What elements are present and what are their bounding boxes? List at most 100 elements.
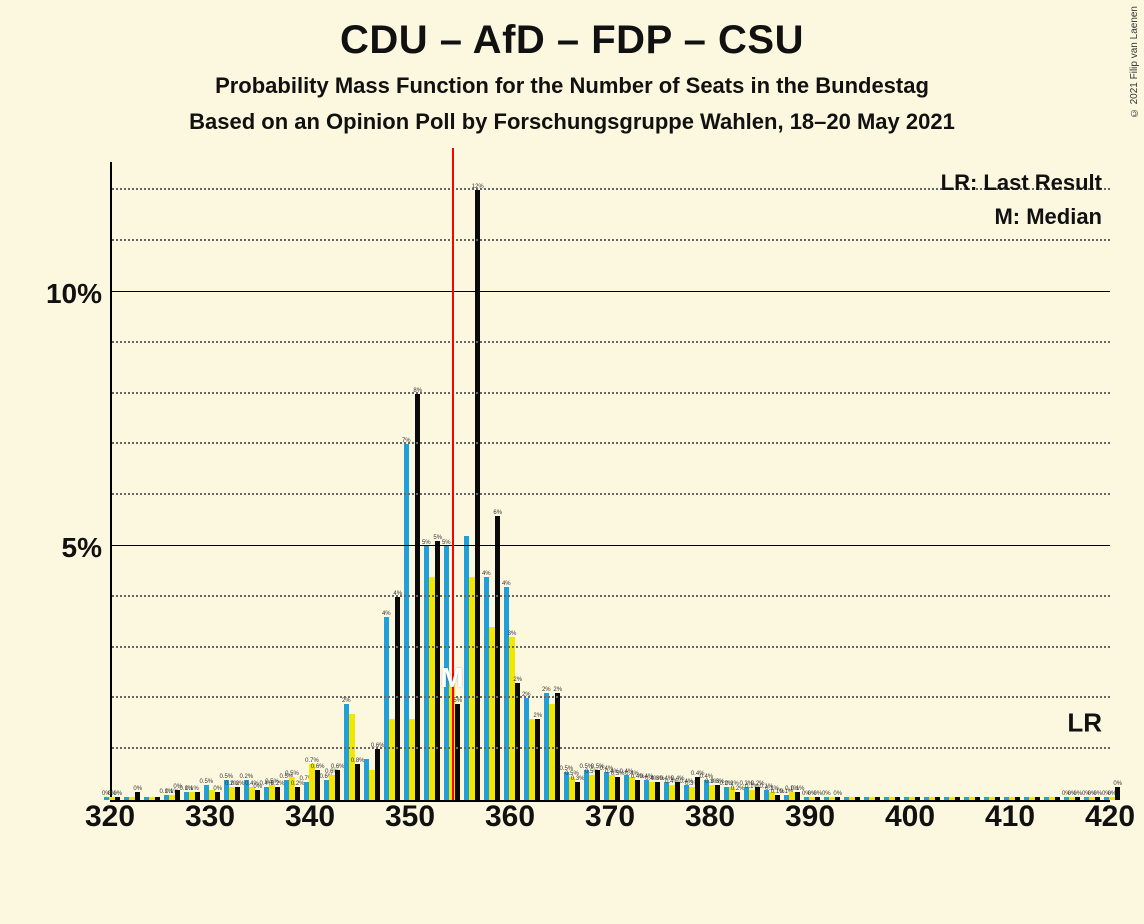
x-axis-label: 390 — [785, 800, 835, 834]
bar-yellow: 0.4% — [629, 777, 634, 800]
bar-yellow: 0.1% — [789, 792, 794, 800]
bar-black: 0.2% — [235, 787, 240, 800]
bar-yellow: 0.4% — [669, 785, 674, 800]
bar-yellow: 0.6% — [329, 775, 334, 800]
bar-black — [1035, 797, 1040, 800]
bar-yellow: 0.4% — [649, 782, 654, 800]
bar-black — [955, 797, 960, 800]
bar-yellow: 0.2% — [229, 787, 234, 800]
x-axis-label: 350 — [385, 800, 435, 834]
bar-blue: 5% — [424, 546, 429, 800]
grid-minor-line — [112, 747, 1110, 749]
bar-blue — [364, 759, 369, 800]
bar-value-label: 2% — [553, 687, 562, 693]
bar-yellow — [969, 797, 974, 800]
bar-blue: 4% — [484, 577, 489, 800]
median-line — [452, 148, 454, 800]
bar-black: 0% — [835, 797, 840, 800]
bar-black: 0.6% — [335, 770, 340, 800]
bar-yellow: 0.7% — [309, 764, 314, 800]
bar-yellow — [149, 797, 154, 800]
bar-yellow: 0.3% — [689, 787, 694, 800]
grid-minor-line — [112, 646, 1110, 648]
bar-black: 8% — [415, 394, 420, 800]
bars-layer: 0%0%0%0%0.1%0.1%0%0.1%0.1%0.5%0%0.5%0.2%… — [112, 162, 1110, 800]
bar-value-label: 0.5% — [219, 774, 233, 780]
bar-yellow — [489, 627, 494, 800]
x-axis-label: 370 — [585, 800, 635, 834]
x-axis-label: 340 — [285, 800, 335, 834]
bar-value-label: 3% — [508, 631, 517, 637]
bar-black: 0% — [135, 792, 140, 800]
x-axis-label: 330 — [185, 800, 235, 834]
grid-minor-line — [112, 696, 1110, 698]
bar-blue: 2% — [344, 704, 349, 801]
bar-value-label: 0% — [113, 791, 122, 797]
bar-value-label: 0.5% — [285, 771, 299, 777]
bar-yellow: 0% — [1069, 797, 1074, 800]
bar-blue — [844, 797, 849, 800]
grid-minor-line — [112, 442, 1110, 444]
bar-value-label: 0% — [1113, 781, 1122, 787]
bar-black: 0% — [1075, 797, 1080, 800]
bar-value-label: 4% — [482, 571, 491, 577]
bar-yellow: 3% — [509, 637, 514, 800]
bar-black: 2% — [515, 683, 520, 800]
y-axis-label: 10% — [46, 278, 102, 310]
bar-yellow — [369, 770, 374, 800]
bar-black: 0.2% — [275, 787, 280, 800]
chart-subtitle-1: Probability Mass Function for the Number… — [0, 73, 1144, 99]
bar-value-label: 0.6% — [331, 764, 345, 770]
bar-blue — [464, 536, 469, 800]
bar-yellow — [1049, 797, 1054, 800]
bar-blue: 0.4% — [604, 772, 609, 800]
bar-yellow — [349, 714, 354, 800]
bar-blue: 4% — [384, 617, 389, 800]
bar-black: 0.3% — [575, 782, 580, 800]
bar-black — [875, 797, 880, 800]
bar-blue — [1044, 797, 1049, 800]
bar-black — [1055, 797, 1060, 800]
bar-yellow: 0.5% — [589, 775, 594, 800]
lr-marker: LR — [1067, 708, 1102, 739]
bar-value-label: 0.2% — [231, 781, 245, 787]
bar-blue — [964, 797, 969, 800]
bar-black: 0.3% — [655, 782, 660, 800]
plot-area: 0%0%0%0%0.1%0.1%0%0.1%0.1%0.5%0%0.5%0.2%… — [110, 162, 1110, 802]
copyright-text: © 2021 Filip van Laenen — [1129, 6, 1140, 118]
bar-blue: 0.7% — [304, 782, 309, 800]
bar-value-label: 0.3% — [571, 776, 585, 782]
bar-yellow — [529, 719, 534, 800]
bar-black: 0.1% — [795, 792, 800, 800]
grid-minor-line — [112, 341, 1110, 343]
x-axis-label: 400 — [885, 800, 935, 834]
bar-yellow — [949, 797, 954, 800]
bar-yellow: 0.3% — [709, 785, 714, 800]
bar-blue: 0.4% — [264, 787, 269, 800]
bar-value-label: 4% — [382, 611, 391, 617]
bar-value-label: 4% — [502, 581, 511, 587]
bar-black: 0% — [215, 792, 220, 800]
chart-title: CDU – AfD – FDP – CSU — [0, 18, 1144, 63]
bar-black: 0% — [255, 790, 260, 800]
bar-blue: 0.4% — [644, 780, 649, 800]
bar-value-label: 0% — [133, 786, 142, 792]
x-axis-label: 320 — [85, 800, 135, 834]
bar-black — [155, 797, 160, 800]
bar-black: 0.2% — [735, 792, 740, 800]
bar-black — [935, 797, 940, 800]
y-axis-label: 5% — [62, 532, 102, 564]
bar-blue — [144, 797, 149, 800]
bar-value-label: 5% — [433, 535, 442, 541]
bar-black: 5% — [455, 704, 460, 801]
bar-value-label: 0.5% — [199, 779, 213, 785]
bar-black: 0.1% — [775, 795, 780, 800]
grid-major-line — [112, 545, 1110, 546]
bar-value-label: 0.6% — [311, 764, 325, 770]
bar-blue — [864, 797, 869, 800]
x-axis-label: 380 — [685, 800, 735, 834]
bar-blue: 0.4% — [664, 782, 669, 800]
bar-yellow — [549, 704, 554, 801]
grid-minor-line — [112, 392, 1110, 394]
bar-black: 0.8% — [355, 764, 360, 800]
